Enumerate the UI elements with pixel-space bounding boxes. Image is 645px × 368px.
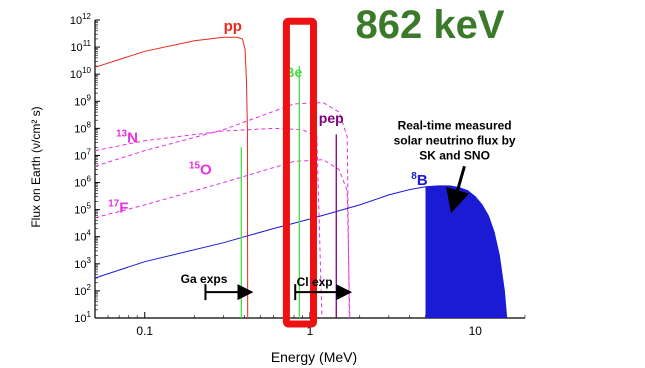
- series-o15-label: 15O: [189, 160, 212, 178]
- realtime-note: Real-time measured solar neutrino flux by…: [394, 119, 516, 163]
- y-tick-label: 1011: [70, 39, 91, 54]
- pep-line-label: pep: [319, 110, 344, 126]
- cl-exp-label: Cl exp: [297, 275, 333, 289]
- plot-area: 1011021031041051061071081091010101110120…: [70, 12, 526, 338]
- series-n13-label: 13N: [116, 129, 138, 147]
- y-tick-label: 108: [74, 120, 91, 135]
- y-tick-label: 105: [74, 202, 91, 217]
- series-b8-label: 8B: [411, 171, 428, 189]
- highlight-box: [282, 17, 318, 328]
- series-f17-label: 17F: [108, 198, 128, 216]
- x-axis-label: Energy (MeV): [271, 349, 357, 365]
- series-b8-line: [94, 185, 508, 319]
- x-tick-label: 0.1: [136, 324, 153, 338]
- headline: 862 keV: [355, 3, 504, 47]
- y-tick-label: 103: [74, 256, 91, 271]
- y-axis-label: Flux on Earth (ν/cm² s): [29, 106, 43, 227]
- y-tick-label: 1012: [70, 12, 92, 27]
- y-tick-label: 104: [74, 229, 91, 244]
- series-pp-line: [94, 36, 249, 319]
- y-tick-label: 109: [74, 93, 91, 108]
- y-tick-label: 106: [74, 175, 91, 190]
- x-tick-label: 1: [307, 324, 314, 338]
- y-tick-label: 101: [74, 310, 91, 325]
- y-tick-label: 1010: [70, 66, 92, 81]
- y-tick-label: 102: [74, 283, 91, 298]
- series-pp-label: pp: [224, 18, 242, 35]
- fill-region-b8-measured: [425, 185, 507, 318]
- y-tick-label: 107: [74, 147, 91, 162]
- ga-exps-label: Ga exps: [181, 272, 228, 286]
- realtime-note-arrow: [446, 165, 470, 214]
- series-o15-line: [94, 101, 350, 319]
- series-f17-line: [94, 159, 351, 319]
- x-tick-label: 10: [469, 324, 483, 338]
